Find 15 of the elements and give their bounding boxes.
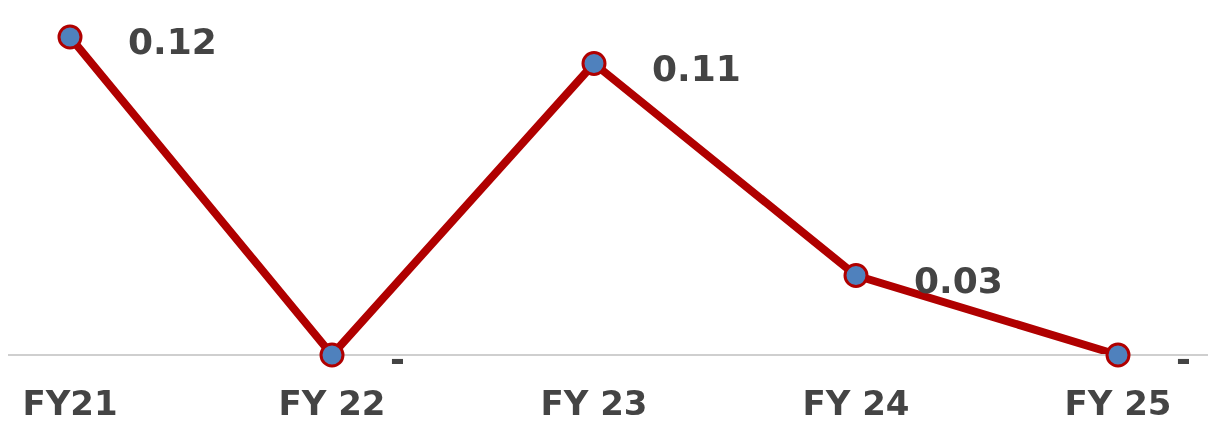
data-label: 0.12 xyxy=(128,21,217,62)
data-label: 0.03 xyxy=(914,259,1003,301)
point xyxy=(57,24,83,50)
x-tick-label: FY 22 xyxy=(278,383,386,423)
data-label: - xyxy=(390,339,405,380)
point xyxy=(319,342,345,368)
x-tick-label: FY 23 xyxy=(540,383,648,423)
x-tick-label: FY 25 xyxy=(1064,383,1172,423)
point xyxy=(581,51,607,76)
point xyxy=(843,263,869,288)
data-label: - xyxy=(1176,339,1191,380)
data-label: 0.11 xyxy=(652,47,741,89)
x-tick-label: FY21 xyxy=(22,383,118,423)
point xyxy=(1105,342,1131,368)
x-tick-label: FY 24 xyxy=(802,383,910,423)
